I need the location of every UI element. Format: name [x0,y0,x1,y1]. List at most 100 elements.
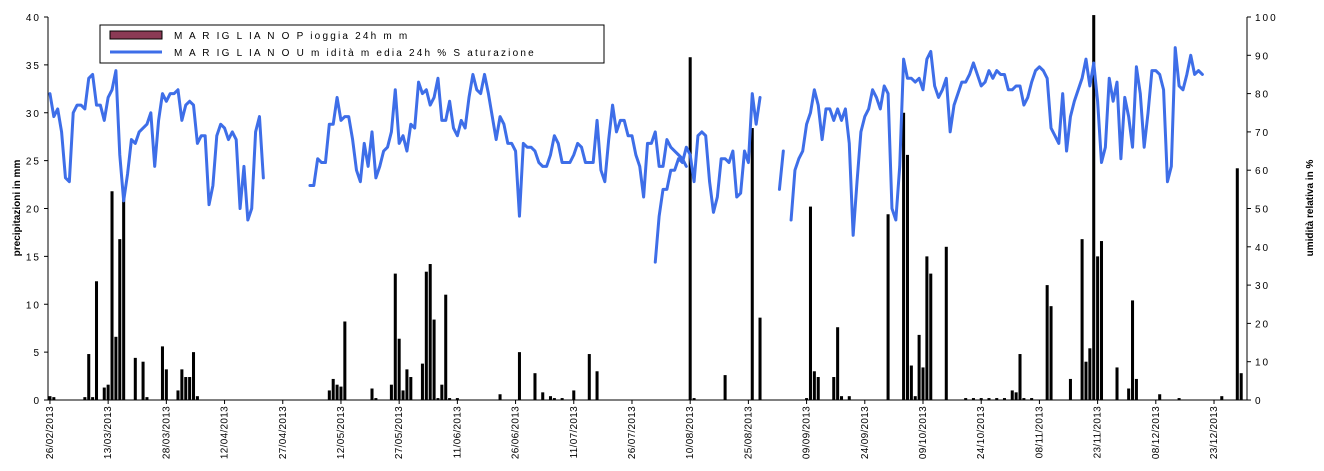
precipitation-bar [688,57,692,400]
y-left-tick-label: 10 [26,300,41,311]
x-tick-label: 12/04/2013 [220,406,231,459]
precipitation-bar [1080,239,1084,400]
humidity-line-segment [48,69,265,222]
precipitation-bar [548,396,553,400]
precipitation-bar [944,246,948,400]
legend-precipitation-swatch [109,30,163,40]
x-tick-label: 23/11/2013 [1093,406,1104,458]
precipitation-bar [110,191,114,400]
precipitation-bar [83,397,87,400]
precipitation-bar [343,321,347,400]
precipitation-bar [48,396,52,400]
precipitation-bar [420,363,424,400]
precipitation-bar [184,377,188,400]
precipitation-bar [401,390,405,400]
precipitation-bar [886,214,890,400]
x-tick-label: 11/07/2013 [569,406,580,458]
precipitation-bar [964,398,968,400]
x-tick-label: 28/03/2013 [161,406,172,459]
precipitation-bar [1014,392,1018,400]
precipitation-bar [389,384,393,400]
precipitation-bar [1220,396,1224,400]
precipitation-bar [1158,394,1162,400]
y-left-tick-label: 0 [33,396,41,407]
legend-humidity-label: M A R IG L IA N O U m idità m edia 24h %… [174,48,536,59]
precipitation-bars [48,15,1243,401]
y-right-tick-label: 70 [1255,128,1270,139]
precipitation-bar [160,346,164,400]
y-right-tick-label: 20 [1255,319,1270,330]
x-tick-label: 26/02/2013 [45,406,56,459]
y-right-tick-label: 100 [1255,13,1278,24]
precipitation-bar [432,319,436,400]
y-right-tick-label: 30 [1255,281,1270,292]
precipitation-bar [750,128,754,400]
right-axis-ticks: 0 10 20 30 40 50 60 70 80 90 100 [1247,13,1278,407]
x-tick-label: 27/05/2013 [394,406,405,459]
precipitation-bar [52,397,56,400]
precipitation-bar [917,334,921,400]
precipitation-bar [122,189,126,400]
humidity-line-segment [653,92,762,264]
precipitation-bar [1002,398,1006,400]
x-tick-label: 26/07/2013 [627,406,638,459]
precipitation-bar [448,398,452,400]
x-tick-label: 27/04/2013 [278,406,289,459]
precipitation-bar [192,352,196,401]
precipitation-bar [909,365,913,400]
precipitation-bar [1030,398,1034,400]
precipitation-bar [971,398,975,400]
humidity-lines [48,46,1204,264]
humidity-line-segment [789,46,1204,237]
precipitation-bar [902,112,906,400]
precipitation-bar [1115,367,1119,400]
precipitation-bar [133,357,137,400]
y-right-tick-label: 50 [1255,205,1270,216]
x-tick-label: 10/08/2013 [685,406,696,459]
precipitation-bar [533,373,537,400]
y-right-tick-label: 60 [1255,166,1270,177]
precipitation-bar [987,398,991,400]
precipitation-bar [836,327,840,400]
precipitation-bar [572,390,576,400]
precipitation-bar [1092,15,1096,401]
y-left-tick-label: 20 [26,205,41,216]
y-right-tick-label: 0 [1255,396,1263,407]
x-tick-label: 23/12/2013 [1209,406,1220,459]
precipitation-bar [905,154,909,400]
precipitation-bar [805,398,809,400]
precipitation-bar [102,387,106,400]
y-right-tick-label: 80 [1255,90,1270,101]
precipitation-bar [1084,361,1088,400]
left-axis-ticks: 0 5 10 15 20 25 30 35 40 [26,13,48,407]
precipitation-bar [808,206,812,400]
precipitation-bar [758,317,762,400]
precipitation-bar [164,369,168,400]
legend-precipitation-label: M A R IG L IA N O P ioggia 24h m m [174,31,409,42]
precipitation-bar [114,336,118,400]
precipitation-bar [1099,241,1104,400]
y-left-tick-label: 35 [26,61,41,72]
x-tick-label: 26/06/2013 [511,406,522,459]
precipitation-bar [517,352,521,401]
y-left-tick-label: 15 [26,252,41,263]
x-tick-label: 09/10/2013 [918,406,929,459]
precipitation-bar [1010,390,1014,400]
humidity-line-segment [777,149,785,191]
precipitation-bar [1045,285,1049,400]
x-tick-label: 25/08/2013 [743,406,754,459]
y-right-tick-label: 10 [1255,358,1270,369]
precipitation-bar [1068,378,1072,400]
precipitation-bar [1131,300,1135,400]
precipitation-bar [1235,168,1239,400]
legend: M A R IG L IA N O P ioggia 24h m m M A R… [99,24,605,64]
y-left-tick-label: 25 [26,157,41,168]
x-tick-label: 13/03/2013 [103,406,114,459]
y-left-tick-label: 30 [26,109,41,120]
precipitation-bar [1022,398,1026,400]
precipitation-bar [327,390,331,400]
precipitation-bar [1239,373,1243,400]
y-right-tick-label: 40 [1255,243,1270,254]
